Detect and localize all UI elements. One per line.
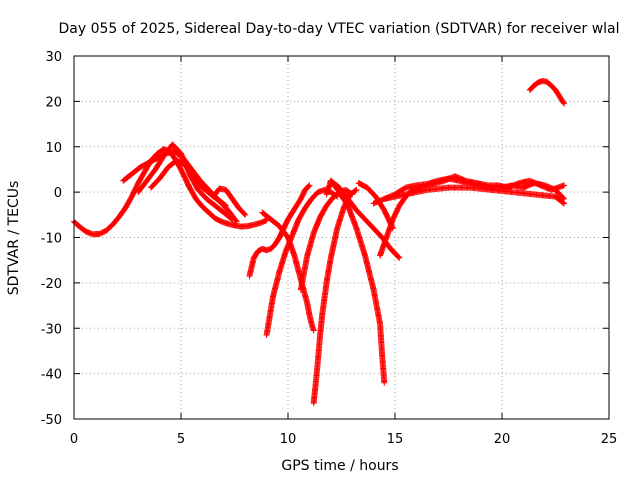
- data-point-marker: [395, 254, 402, 261]
- data-point-marker: [305, 183, 312, 190]
- y-tick-label: 10: [45, 141, 62, 156]
- data-point-marker: [232, 217, 239, 224]
- data-point-marker: [353, 186, 360, 193]
- x-axis-label: GPS time / hours: [281, 458, 398, 474]
- chart-title: Day 055 of 2025, Sidereal Day-to-day VTE…: [58, 21, 619, 37]
- series-pass-d: [210, 185, 249, 218]
- data-point-marker: [396, 254, 403, 261]
- data-point-marker: [352, 187, 359, 194]
- data-point-marker: [381, 379, 388, 386]
- data-point-marker: [561, 182, 568, 189]
- y-tick-label: -10: [41, 232, 62, 247]
- data-points: [71, 77, 568, 407]
- x-tick-label: 10: [280, 432, 297, 447]
- y-tick-label: -50: [41, 413, 62, 428]
- x-tick-label: 0: [70, 432, 78, 447]
- data-point-marker: [306, 182, 313, 189]
- series-deep-a: [246, 182, 313, 280]
- y-tick-label: -20: [41, 277, 62, 292]
- data-point-marker: [242, 211, 249, 218]
- x-tick-label: 5: [177, 432, 185, 447]
- y-tick-label: -40: [41, 368, 62, 383]
- data-point-marker: [560, 99, 567, 106]
- y-axis-label: SDTVAR / TECUs: [6, 181, 22, 296]
- y-tick-label: 20: [45, 95, 62, 110]
- data-point-marker: [560, 199, 567, 206]
- y-tick-label: 0: [54, 186, 62, 201]
- series-deep-g: [327, 177, 403, 261]
- axes: 0 5 10 15 20 25 -50 -40 -30 -20 -10 0 10 20 30: [41, 50, 618, 447]
- x-tick-label: 15: [387, 432, 404, 447]
- series-pass-b: [135, 141, 236, 223]
- data-point-marker: [233, 218, 240, 225]
- data-point-marker: [310, 327, 317, 334]
- series-late-arc: [526, 77, 568, 107]
- series-tail-evening: [381, 184, 568, 207]
- x-tick-label: 20: [494, 432, 511, 447]
- data-point-marker: [241, 210, 248, 217]
- y-tick-label: 30: [45, 50, 62, 65]
- data-point-marker: [561, 200, 568, 207]
- data-point-marker: [561, 100, 568, 107]
- grid: [74, 56, 609, 419]
- y-tick-label: -30: [41, 322, 62, 337]
- x-tick-label: 25: [601, 432, 618, 447]
